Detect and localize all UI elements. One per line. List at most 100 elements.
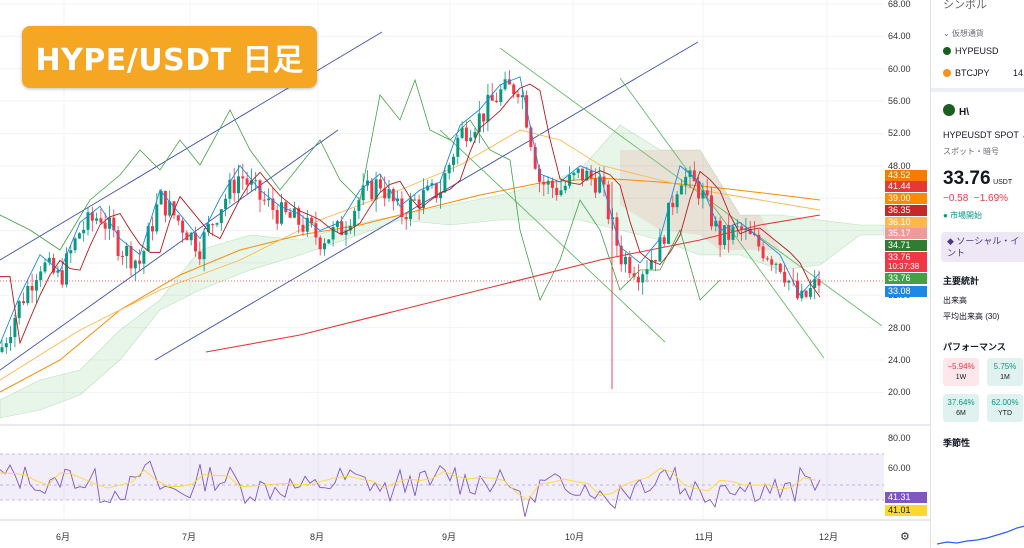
performance-box-1w[interactable]: −5.94% 1W bbox=[943, 358, 979, 386]
candle-body bbox=[559, 190, 563, 196]
candle-body bbox=[770, 259, 774, 265]
watchlist-item-hype[interactable]: HYPEUSD bbox=[943, 46, 999, 56]
candle-body bbox=[804, 290, 808, 297]
candle-body bbox=[654, 259, 658, 262]
candle-body bbox=[671, 202, 675, 208]
candle-body bbox=[740, 226, 744, 231]
candle-body bbox=[138, 260, 142, 264]
candle-body bbox=[348, 226, 352, 231]
candle-body bbox=[219, 209, 223, 224]
candle-body bbox=[598, 176, 602, 193]
candle-body bbox=[331, 227, 335, 240]
price-tag: 33.76 10:37:38 bbox=[885, 252, 927, 272]
seasonality-title: 季節性 bbox=[943, 438, 971, 448]
candle-body bbox=[413, 199, 417, 201]
candle-body bbox=[26, 285, 30, 304]
candle-body bbox=[434, 183, 438, 199]
market-status: ● 市場開始 bbox=[943, 211, 983, 220]
symbol-sub: スポット・暗号 bbox=[943, 147, 999, 156]
candle-body bbox=[602, 176, 606, 185]
performance-box-1m[interactable]: 5.75% 1M bbox=[987, 358, 1023, 386]
candle-body bbox=[69, 250, 73, 254]
candle-body bbox=[593, 178, 597, 193]
candle-body bbox=[262, 199, 266, 201]
candle-body bbox=[323, 243, 326, 250]
candle-body bbox=[542, 181, 546, 185]
candle-body bbox=[155, 204, 159, 232]
channel-mid-line bbox=[0, 129, 339, 371]
candle-body bbox=[120, 255, 124, 257]
gear-icon[interactable]: ⚙ bbox=[900, 531, 910, 543]
performance-period: 6M bbox=[956, 410, 966, 417]
watchlist-group[interactable]: ⌄ 仮想通貨 bbox=[943, 29, 984, 38]
candle-body bbox=[241, 176, 245, 179]
candle-body bbox=[56, 270, 60, 273]
candle-body bbox=[99, 218, 103, 223]
price-tag: 43.52 bbox=[885, 170, 927, 181]
candle-body bbox=[228, 179, 232, 199]
candle-body bbox=[17, 301, 21, 319]
performance-period: 1M bbox=[1000, 374, 1010, 381]
candle-body bbox=[525, 95, 529, 128]
candle-body bbox=[778, 263, 782, 272]
social-index-tag[interactable]: ◆ ソーシャル・イ ント bbox=[941, 232, 1024, 262]
chart-area[interactable]: HYPE/USDT 日足 68.00 64.00 60.00 56.00 52.00 48… bbox=[0, 0, 930, 548]
price-tag: 35.17 bbox=[885, 228, 927, 239]
candle-body bbox=[568, 175, 572, 186]
candle-body bbox=[65, 253, 68, 285]
candle-body bbox=[34, 279, 38, 291]
ichimoku-cloud bbox=[0, 124, 885, 419]
candle-body bbox=[163, 190, 167, 216]
price-tag: 36.35 bbox=[885, 205, 927, 216]
candle-body bbox=[456, 137, 460, 157]
hype-icon bbox=[943, 47, 951, 55]
candle-body bbox=[417, 199, 421, 209]
candle-body bbox=[344, 230, 348, 235]
candle-body bbox=[589, 170, 593, 179]
candle-body bbox=[705, 190, 709, 196]
channel-lower-line bbox=[154, 41, 699, 361]
candle-body bbox=[628, 256, 632, 274]
external-link-icon[interactable]: ↗ · bbox=[1021, 130, 1024, 140]
performance-period: YTD bbox=[998, 410, 1012, 417]
candle-body bbox=[301, 224, 305, 232]
candle-body bbox=[366, 180, 369, 186]
candle-body bbox=[82, 229, 86, 234]
candle-body bbox=[103, 222, 107, 229]
candle-body bbox=[800, 290, 804, 299]
candle-body bbox=[538, 168, 541, 182]
candle-body bbox=[327, 239, 331, 244]
candle-body bbox=[9, 337, 13, 344]
candle-body bbox=[761, 246, 765, 259]
time-axis-label: 7月 bbox=[182, 532, 197, 542]
time-axis-label: 9月 bbox=[442, 532, 457, 542]
price-tag-value: 33.76 bbox=[888, 252, 911, 262]
price-chart-svg[interactable] bbox=[0, 0, 930, 548]
performance-box-ytd[interactable]: 62.00% YTD bbox=[987, 394, 1023, 422]
candle-body bbox=[267, 198, 271, 201]
candle-body bbox=[748, 228, 752, 234]
candle-body bbox=[39, 271, 43, 280]
candle-body bbox=[43, 262, 47, 272]
diamond-icon: ◆ bbox=[947, 236, 957, 246]
candle-body bbox=[383, 188, 387, 199]
candle-body bbox=[529, 127, 533, 148]
candle-body bbox=[189, 232, 193, 241]
performance-box-6m[interactable]: 37.64% 6M bbox=[943, 394, 979, 422]
stat-avg-volume: 平均出来高 (30) bbox=[943, 312, 1000, 321]
performance-value: −5.94% bbox=[947, 362, 975, 371]
time-axis-label: 12月 bbox=[819, 532, 839, 542]
candle-body bbox=[692, 170, 696, 182]
candle-body bbox=[198, 251, 202, 260]
candle-body bbox=[731, 226, 735, 240]
candle-body bbox=[675, 194, 679, 208]
candle-body bbox=[722, 225, 726, 246]
candle-body bbox=[783, 271, 787, 283]
performance-title: パフォーマンス bbox=[943, 342, 1006, 352]
candle-body bbox=[507, 79, 511, 85]
candle-body bbox=[636, 276, 640, 283]
time-axis-label: 11月 bbox=[695, 532, 714, 542]
symbol-name: HYPEUSDT SPOT ↗ · bbox=[943, 130, 1024, 141]
